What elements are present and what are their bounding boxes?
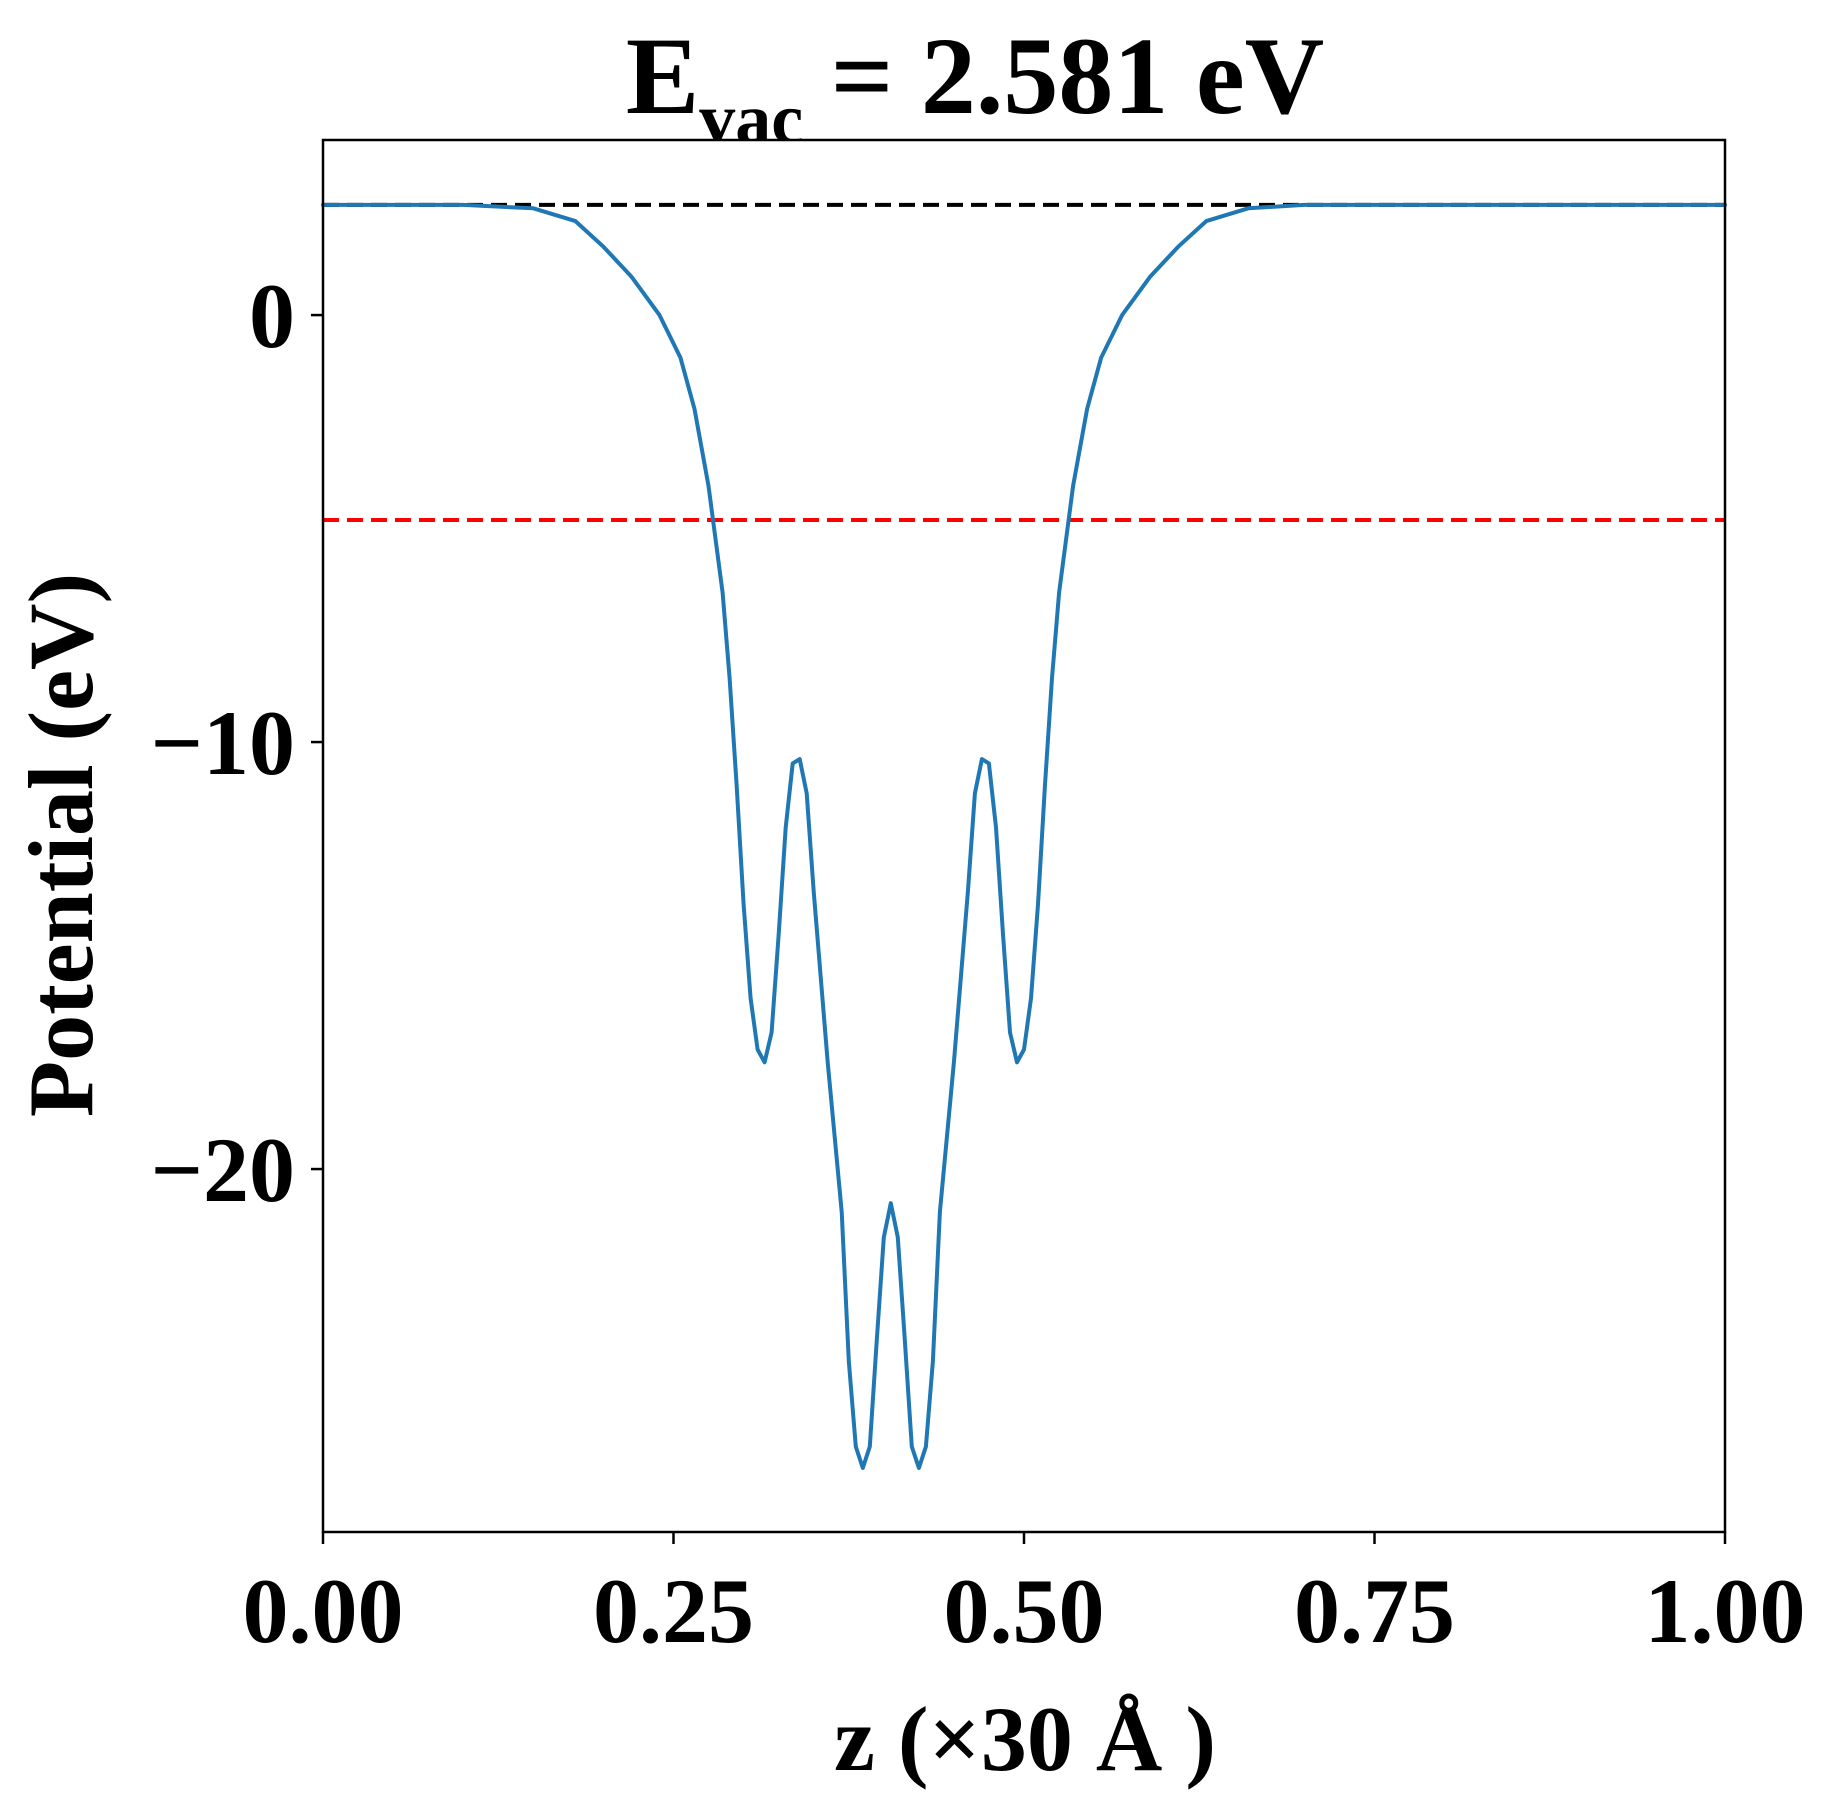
chart-title: Evac = 2.581 eV [626,15,1324,159]
y-tick-label: −10 [151,692,295,794]
x-tick-label: 0.75 [1294,1560,1455,1662]
x-axis-label: z (×30 Å ) [834,1688,1216,1790]
chart-title-rest: = 2.581 eV [803,15,1324,137]
plot-background [323,140,1725,1532]
reference-lines [323,202,1725,523]
y-tick-label: −20 [151,1119,295,1221]
series-line-0 [321,202,1727,1470]
plot-area [323,140,1725,1532]
x-tick-label: 0.00 [243,1560,404,1662]
x-ticks: 0.00 0.25 0.50 0.75 1.00 [243,1532,1806,1662]
y-tick-label: 0 [249,265,295,367]
x-tick-label: 0.50 [944,1560,1105,1662]
chart-title-main: E [626,15,699,137]
series-layer [321,202,1727,1470]
x-tick-label: 1.00 [1645,1560,1806,1662]
x-tick-label: 0.25 [593,1560,754,1662]
y-ticks: 0 −10 −20 [151,265,323,1221]
y-axis-label: Potential (eV) [10,573,112,1117]
